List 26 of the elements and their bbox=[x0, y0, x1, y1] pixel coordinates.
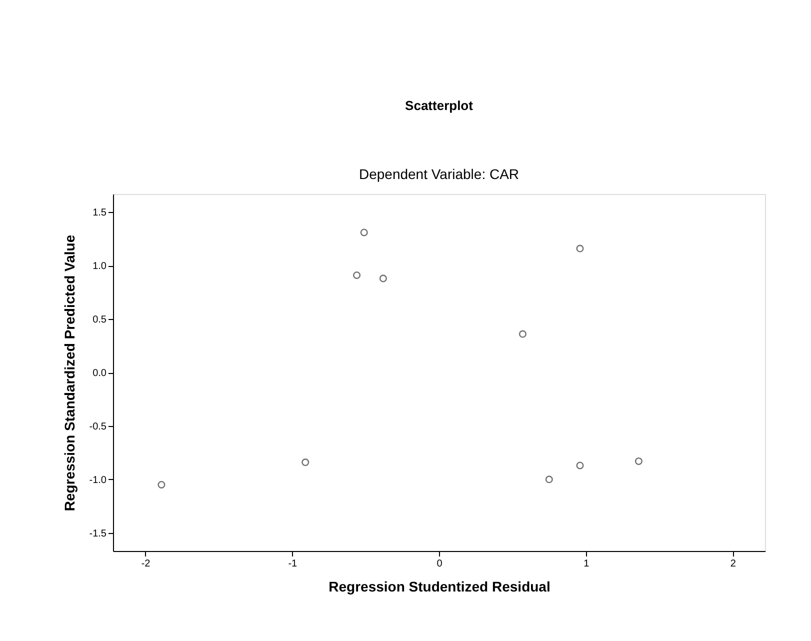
x-tick-label: -1 bbox=[288, 558, 298, 570]
x-tick-label: -2 bbox=[141, 558, 151, 570]
point bbox=[576, 462, 584, 470]
y-tick-label: 1.5 bbox=[92, 208, 107, 219]
y-tick-label: 0.0 bbox=[92, 368, 107, 379]
x-tick-label: 0 bbox=[436, 558, 443, 570]
y-tick-label: -1.0 bbox=[89, 474, 107, 486]
point bbox=[634, 457, 642, 465]
point bbox=[158, 480, 166, 488]
point bbox=[353, 271, 361, 279]
point bbox=[379, 274, 387, 282]
x-axis-title: Regression Studentized Residual bbox=[328, 578, 550, 594]
y-tick-label: -1.5 bbox=[89, 528, 107, 540]
y-tick-label: -0.5 bbox=[89, 421, 107, 432]
chart-subtitle: Dependent Variable: CAR bbox=[358, 166, 520, 182]
point bbox=[576, 244, 584, 252]
x-tick-label: 2 bbox=[730, 558, 736, 570]
point bbox=[302, 458, 310, 466]
point bbox=[545, 476, 553, 484]
x-tick-label: 1 bbox=[584, 558, 590, 570]
y-tick-label: 1.0 bbox=[92, 261, 107, 272]
chart-title: Scatterplot bbox=[405, 98, 474, 113]
y-tick-label: 0.5 bbox=[92, 314, 107, 326]
point bbox=[360, 228, 368, 236]
point bbox=[518, 330, 526, 338]
y-axis-title: Regression Standardized Predicted Value bbox=[61, 234, 78, 512]
